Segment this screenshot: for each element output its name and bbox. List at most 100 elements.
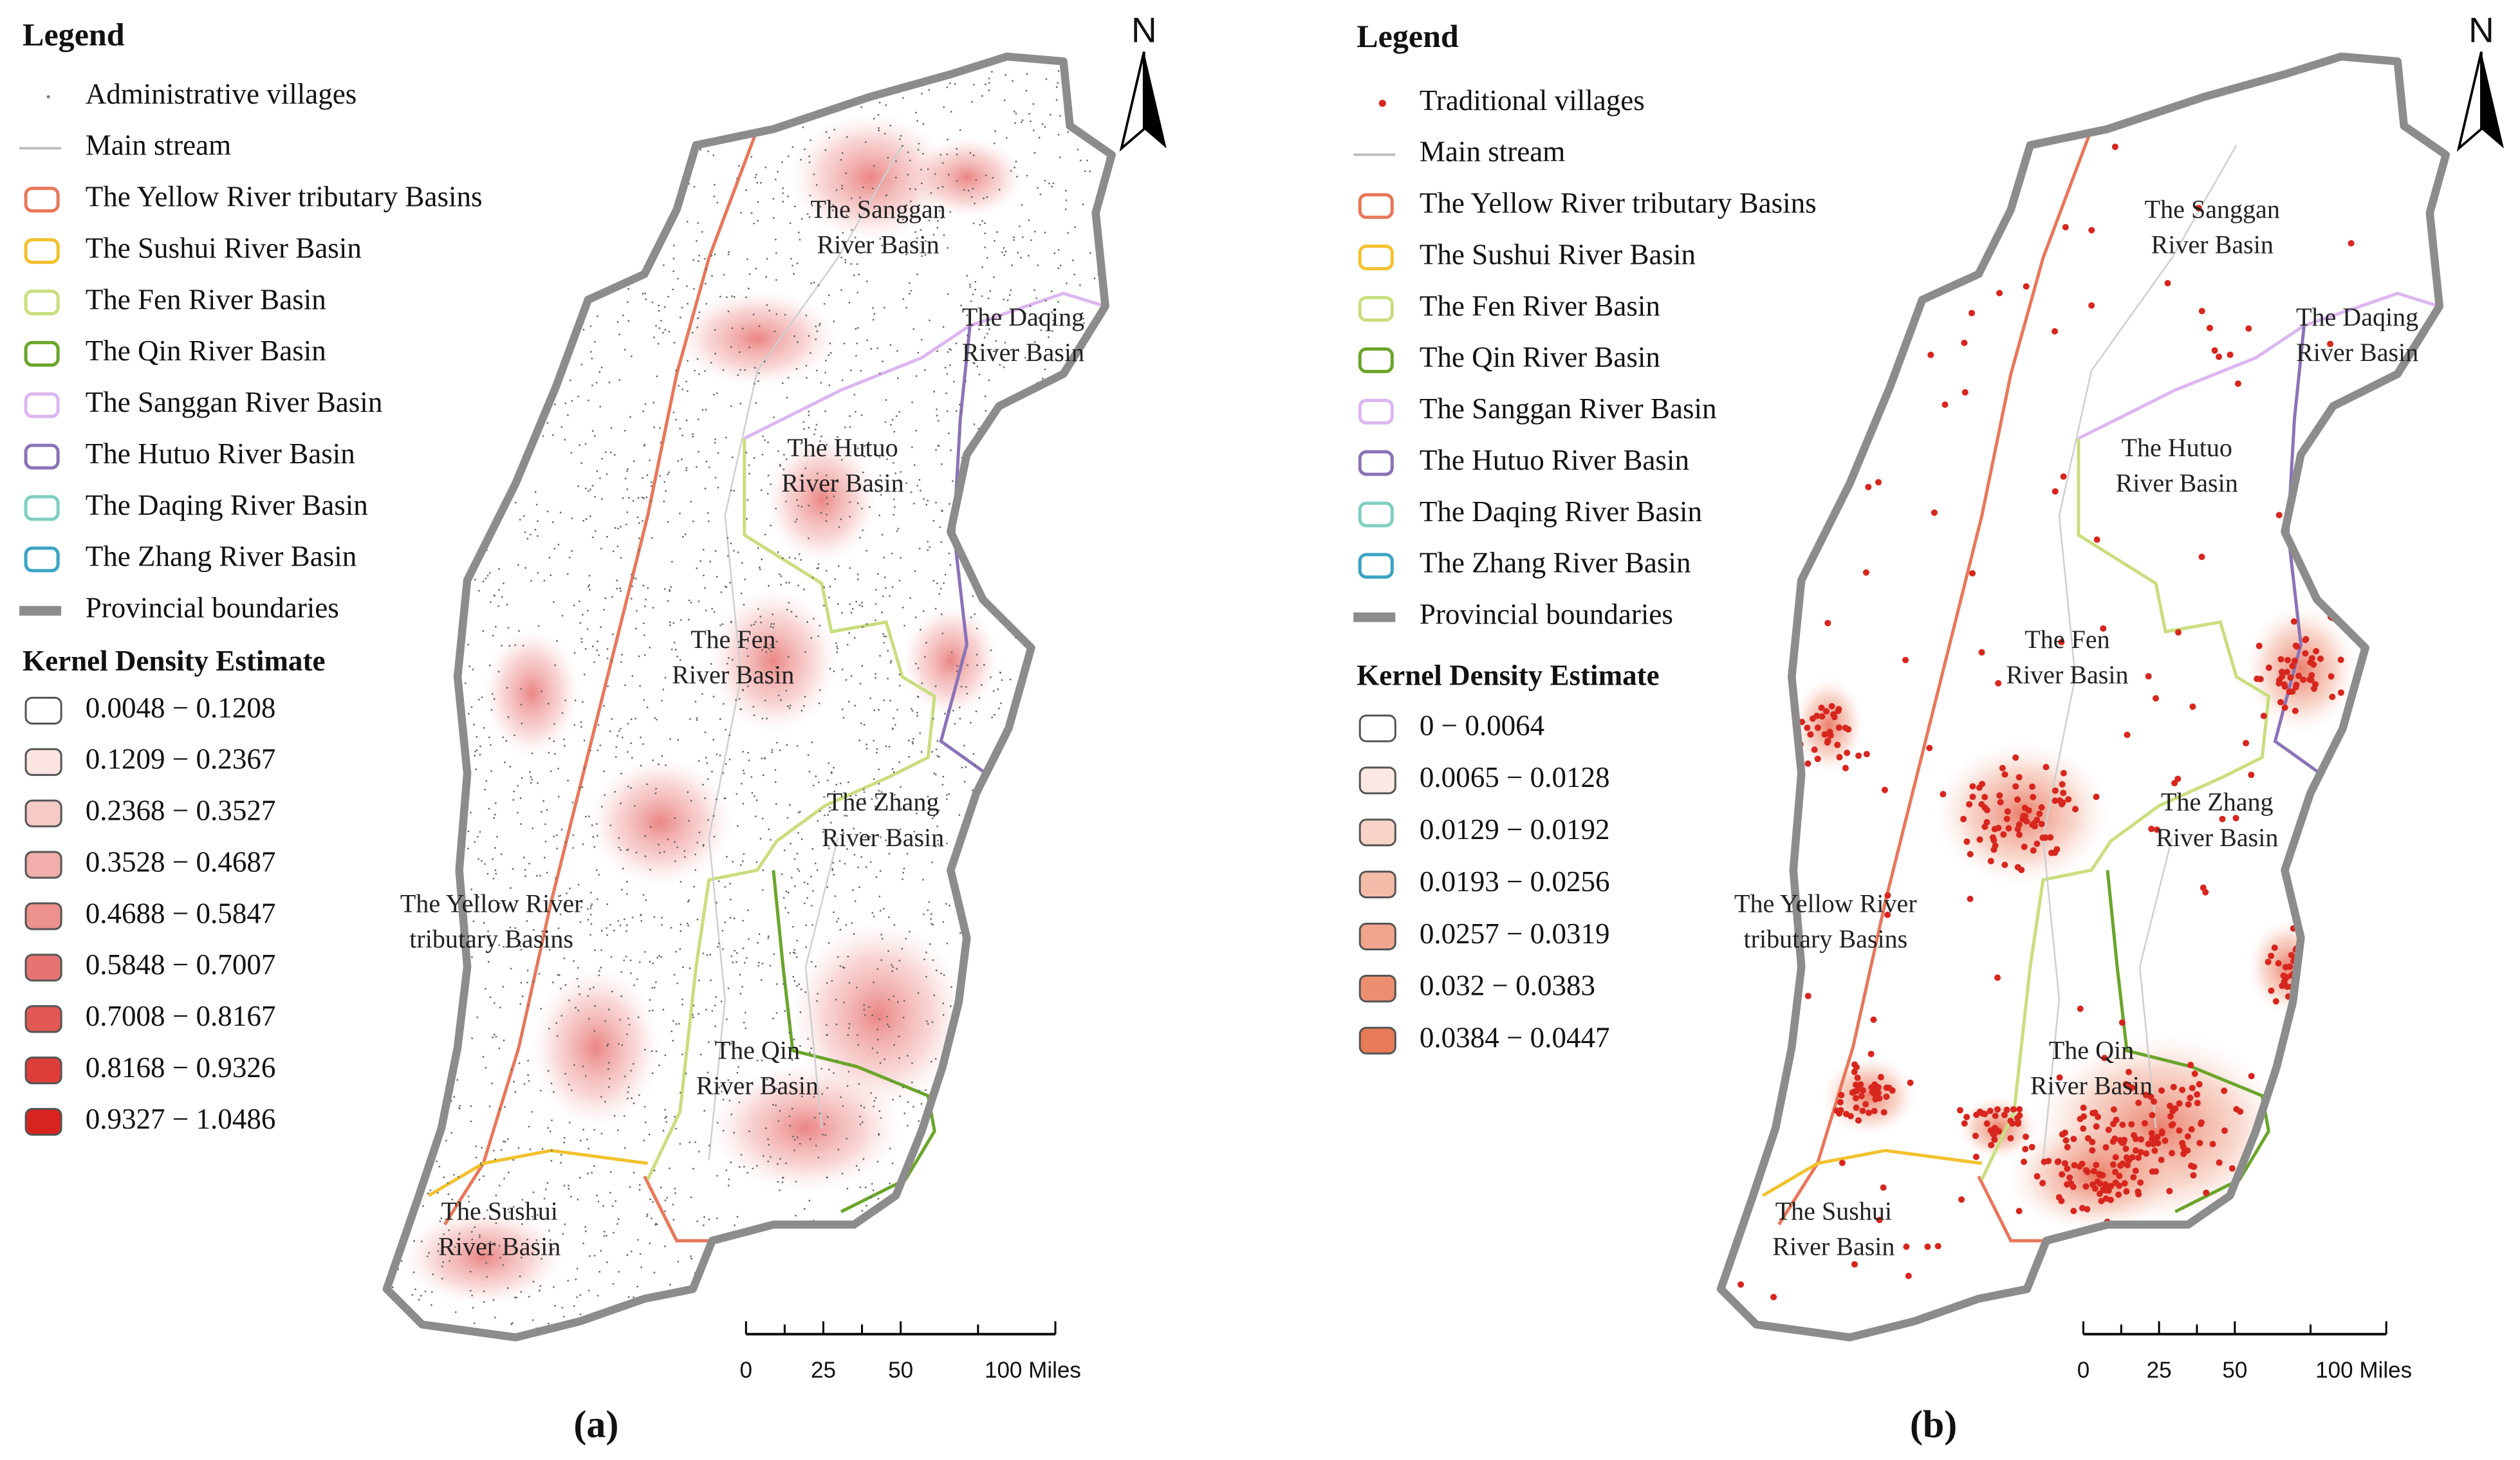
village-dot	[698, 1150, 700, 1153]
village-dot	[409, 275, 411, 278]
legend-label: The Yellow River tributary Basins	[86, 181, 483, 213]
village-dot	[506, 479, 508, 481]
village-dot	[2052, 849, 2059, 856]
village-dot	[710, 770, 713, 773]
village-dot	[1983, 1120, 1990, 1127]
village-dot	[420, 405, 423, 408]
village-dot	[801, 710, 803, 712]
village-dot	[688, 820, 690, 822]
village-dot	[413, 1150, 415, 1153]
village-dot	[2308, 965, 2315, 972]
village-dot	[645, 496, 648, 499]
basin-label: The Daqing	[2296, 302, 2418, 331]
village-dot	[398, 1132, 401, 1134]
village-dot	[736, 73, 739, 75]
village-dot	[645, 298, 647, 300]
village-dot	[399, 725, 402, 726]
village-dot	[2282, 963, 2289, 970]
village-dot	[1814, 755, 1821, 762]
village-dot	[768, 828, 770, 831]
village-dot	[690, 501, 692, 503]
village-dot	[855, 411, 857, 413]
village-dot	[1107, 337, 1110, 340]
village-dot	[809, 1138, 811, 1140]
village-dot	[514, 1091, 517, 1093]
village-dot	[1095, 1145, 1097, 1147]
village-dot	[1053, 827, 1055, 829]
village-dot	[914, 662, 917, 665]
village-dot	[654, 1224, 656, 1226]
village-dot	[628, 1024, 631, 1026]
village-dot	[953, 1076, 956, 1078]
village-dot	[633, 1296, 635, 1298]
village-dot	[805, 924, 807, 927]
village-dot	[1064, 483, 1067, 485]
village-dot	[445, 785, 448, 788]
village-dot	[623, 959, 625, 961]
village-dot	[646, 783, 648, 786]
village-dot	[2034, 840, 2041, 847]
village-dot	[625, 183, 628, 185]
village-dot	[871, 912, 874, 914]
village-dot	[553, 740, 555, 743]
village-dot	[848, 632, 851, 634]
village-dot	[768, 310, 771, 312]
village-dot	[826, 1087, 829, 1089]
village-dot	[1038, 136, 1041, 139]
village-dot	[806, 213, 809, 215]
village-dot	[667, 521, 669, 523]
village-dot	[393, 884, 396, 887]
village-dot	[1100, 448, 1103, 450]
village-dot	[398, 1041, 401, 1044]
village-dot	[1003, 254, 1006, 256]
village-dot	[1084, 1215, 1087, 1217]
village-dot	[618, 379, 621, 382]
village-dot	[907, 1101, 909, 1104]
village-dot	[922, 803, 925, 806]
village-dot	[571, 550, 573, 552]
village-dot	[988, 89, 990, 91]
village-dot	[600, 1132, 603, 1134]
village-dot	[970, 300, 972, 302]
village-dot	[379, 715, 381, 717]
village-dot	[1096, 1138, 1098, 1140]
village-dot	[568, 1122, 571, 1124]
village-dot	[766, 681, 768, 683]
village-dot	[458, 254, 460, 257]
village-dot	[378, 1138, 380, 1140]
village-dot	[915, 429, 918, 432]
village-dot	[613, 1114, 616, 1117]
village-dot	[431, 1291, 433, 1293]
village-dot	[554, 1304, 556, 1307]
village-dot	[521, 267, 524, 270]
village-dot	[441, 867, 443, 869]
village-dot	[801, 506, 803, 508]
village-dot	[473, 1322, 476, 1324]
village-dot	[624, 349, 626, 351]
village-dot	[983, 337, 986, 338]
village-dot	[909, 188, 911, 190]
north-arrow	[2456, 51, 2483, 152]
village-dot	[2132, 1136, 2140, 1143]
village-dot	[802, 705, 805, 707]
village-dot	[763, 645, 765, 648]
village-dot	[782, 187, 784, 189]
village-dot	[574, 699, 577, 701]
village-dot	[927, 541, 929, 543]
village-dot	[782, 382, 784, 384]
village-dot	[1064, 1309, 1066, 1311]
village-dot	[845, 1321, 848, 1323]
village-dot	[1061, 1164, 1063, 1167]
village-dot	[742, 919, 744, 922]
village-dot	[1016, 954, 1018, 956]
village-dot	[640, 1266, 642, 1269]
village-dot	[2221, 1127, 2228, 1134]
village-dot	[855, 355, 857, 357]
village-dot	[383, 629, 385, 631]
village-dot	[580, 906, 583, 909]
village-dot	[652, 962, 654, 965]
village-dot	[972, 188, 974, 190]
village-dot	[696, 918, 699, 921]
village-dot	[1020, 121, 1023, 124]
